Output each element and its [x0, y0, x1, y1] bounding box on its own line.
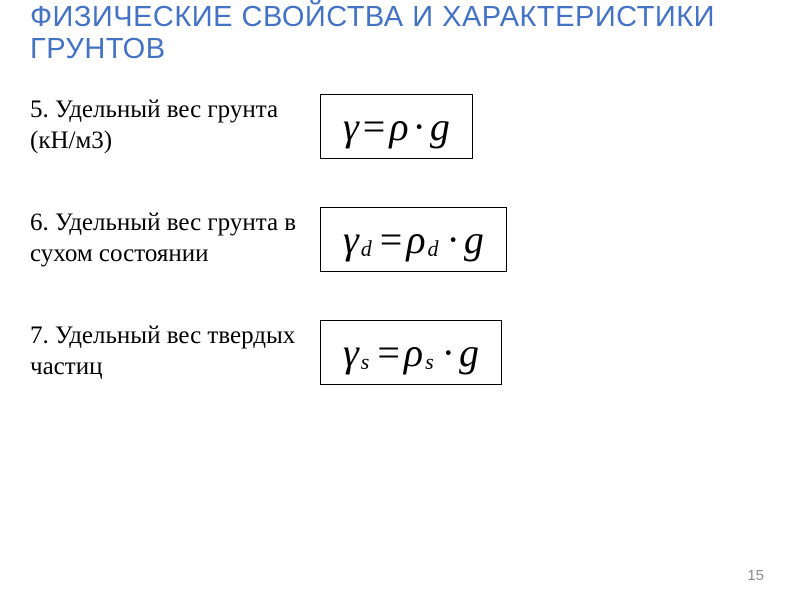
- slide-title: ФИЗИЧЕСКИЕ СВОЙСТВА И ХАРАКТЕРИСТИКИ ГРУ…: [30, 0, 770, 66]
- equals-sign: =: [376, 216, 407, 263]
- formula-tail: g: [430, 103, 450, 150]
- formula-rhs: ρ: [406, 216, 425, 263]
- property-description: 6. Удельный вес грунта в сухом состоянии: [30, 207, 320, 270]
- formula-box: γ s = ρ s · g: [320, 320, 502, 385]
- equals-sign: =: [373, 329, 404, 376]
- formula: γ d = ρ d · g: [343, 216, 484, 263]
- formula-lhs-sub: s: [361, 349, 370, 375]
- dot-operator: ·: [438, 329, 459, 376]
- formula-lhs: γ: [343, 329, 359, 376]
- formula-lhs-sub: d: [361, 236, 372, 262]
- formula-rhs-sub: d: [428, 236, 439, 262]
- formula-box: γ = ρ · g: [320, 94, 473, 159]
- page-number: 15: [747, 567, 764, 584]
- formula-rhs-sub: s: [425, 349, 434, 375]
- property-row: 6. Удельный вес грунта в сухом состоянии…: [30, 207, 770, 272]
- dot-operator: ·: [443, 216, 464, 263]
- slide-content: ФИЗИЧЕСКИЕ СВОЙСТВА И ХАРАКТЕРИСТИКИ ГРУ…: [0, 0, 800, 600]
- formula-tail: g: [464, 216, 484, 263]
- equals-sign: =: [359, 103, 390, 150]
- property-description: 7. Удельный вес твердых частиц: [30, 320, 320, 383]
- property-description: 5. Удельный вес грунта (кН/м3): [30, 94, 320, 157]
- formula-rhs: ρ: [404, 329, 423, 376]
- formula: γ = ρ · g: [343, 103, 450, 150]
- formula: γ s = ρ s · g: [343, 329, 479, 376]
- formula-rhs: ρ: [389, 103, 408, 150]
- formula-lhs: γ: [343, 103, 359, 150]
- property-row: 7. Удельный вес твердых частиц γ s = ρ s…: [30, 320, 770, 385]
- formula-box: γ d = ρ d · g: [320, 207, 507, 272]
- formula-tail: g: [459, 329, 479, 376]
- dot-operator: ·: [409, 103, 430, 150]
- formula-lhs: γ: [343, 216, 359, 263]
- property-row: 5. Удельный вес грунта (кН/м3) γ = ρ · g: [30, 94, 770, 159]
